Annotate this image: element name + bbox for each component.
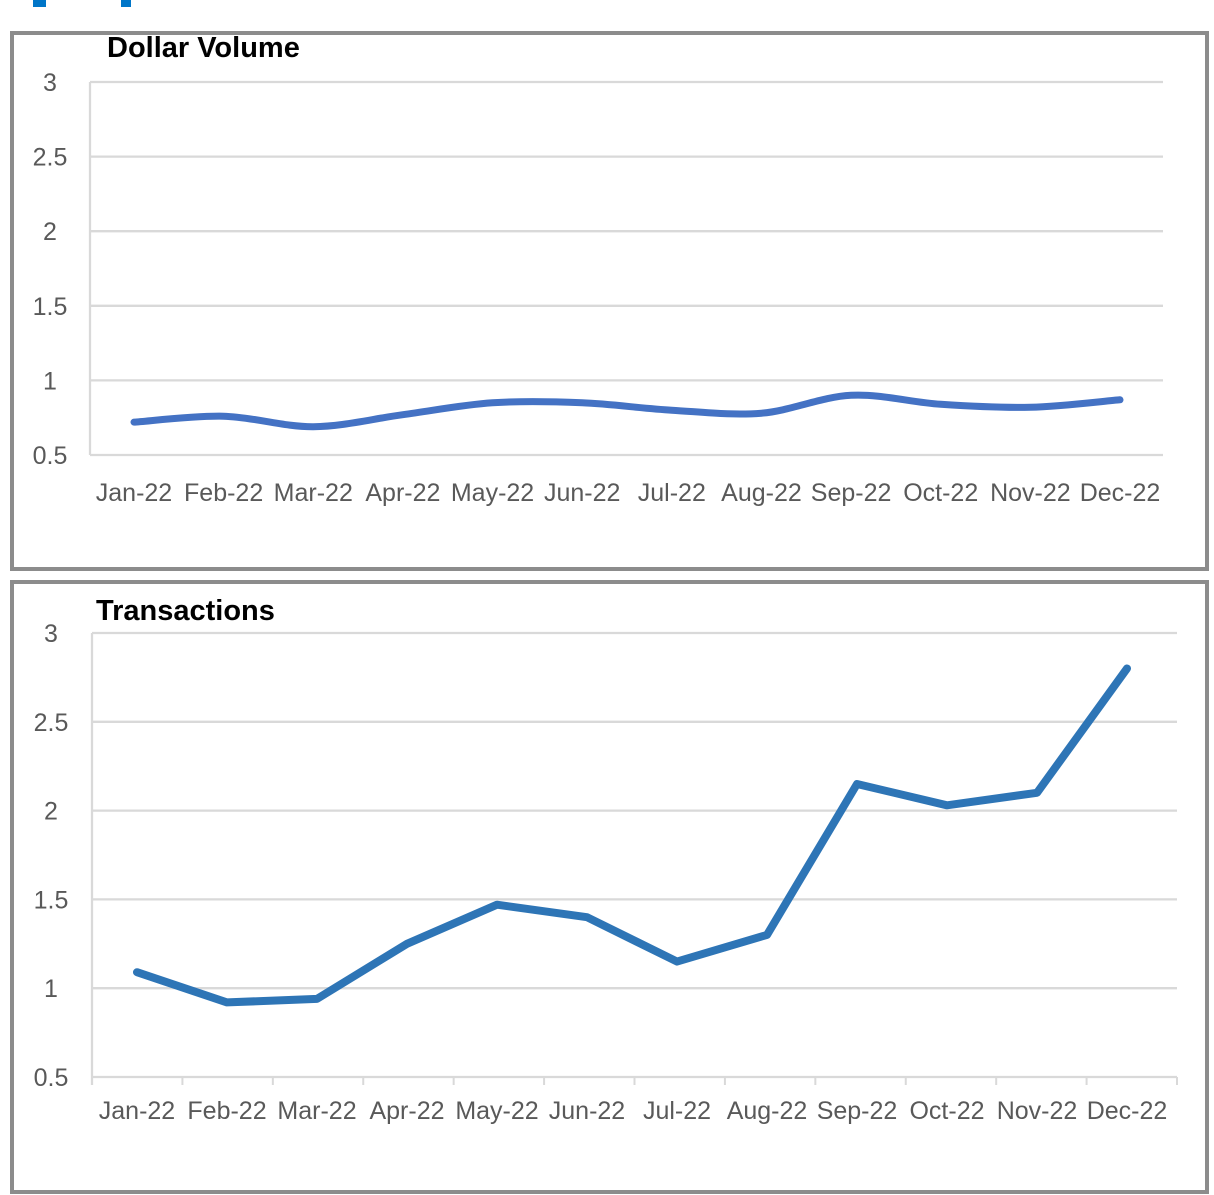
- y-axis-tick-label: 2: [44, 798, 58, 826]
- x-axis-tick-label: Apr-22: [365, 479, 440, 507]
- x-axis-tick-label: Sep-22: [811, 479, 892, 507]
- transactions-chart-title: Transactions: [96, 595, 275, 627]
- x-axis-tick-label: Jul-22: [638, 479, 706, 507]
- y-axis-tick-label: 2.5: [33, 144, 68, 172]
- x-axis-tick-label: May-22: [455, 1097, 538, 1125]
- transactions-chart: 3 2.5 2 1.5 1 0.5 Jan-22 Feb-22 Mar-22 Apr-22 May-…: [34, 620, 1178, 1125]
- x-axis-tick-label: Mar-22: [277, 1097, 356, 1125]
- x-axis-tick-label: Nov-22: [990, 479, 1071, 507]
- clipped-blue-text-fragment: [33, 0, 46, 7]
- x-axis-tick-label: Feb-22: [184, 479, 263, 507]
- dollar-volume-panel: [10, 31, 1209, 571]
- y-axis-tick-label: 3: [44, 620, 58, 648]
- x-axis-tick-label: Jan-22: [96, 479, 172, 507]
- x-axis-tick-label: Oct-22: [903, 479, 978, 507]
- y-axis-tick-label: 1: [44, 975, 58, 1003]
- x-axis-tick-label: Jan-22: [99, 1097, 175, 1125]
- data-series-line: [133, 664, 1131, 1007]
- x-axis-tick-label: Jun-22: [549, 1097, 625, 1125]
- x-axis-tick-label: Dec-22: [1080, 479, 1161, 507]
- transactions-panel: [10, 580, 1209, 1194]
- y-axis-tick-label: 2: [43, 218, 57, 246]
- x-axis-tick-label: Jun-22: [544, 479, 620, 507]
- y-axis-tick-label: 2.5: [34, 709, 69, 737]
- x-axis-tick-label: Jul-22: [643, 1097, 711, 1125]
- clipped-blue-text-fragment: [121, 0, 131, 7]
- x-axis-tick-label: Sep-22: [817, 1097, 898, 1125]
- x-axis-tick-label: Dec-22: [1087, 1097, 1168, 1125]
- dollar-volume-chart: 3 2.5 2 1.5 1 0.5 Jan-22 Feb-22 Mar-22 Apr-22 May-…: [33, 69, 1163, 507]
- x-axis-tick-label: Oct-22: [909, 1097, 984, 1125]
- y-axis-tick-label: 1.5: [34, 886, 69, 914]
- y-axis-tick-label: 1: [43, 367, 57, 395]
- x-axis-tick-label: Nov-22: [997, 1097, 1078, 1125]
- x-axis-tick-label: Apr-22: [369, 1097, 444, 1125]
- y-axis-tick-label: 3: [43, 69, 57, 97]
- data-series-line: [130, 391, 1124, 431]
- y-axis-tick-label: 0.5: [34, 1064, 69, 1092]
- y-axis-tick-label: 0.5: [33, 442, 68, 470]
- x-axis-tick-label: Feb-22: [187, 1097, 266, 1125]
- x-axis-tick-label: Aug-22: [727, 1097, 808, 1125]
- y-axis-tick-label: 1.5: [33, 293, 68, 321]
- x-axis-tick-label: Mar-22: [274, 479, 353, 507]
- x-axis-tick-label: May-22: [451, 479, 534, 507]
- x-axis-tick-label: Aug-22: [721, 479, 802, 507]
- dollar-volume-chart-title: Dollar Volume: [107, 32, 300, 64]
